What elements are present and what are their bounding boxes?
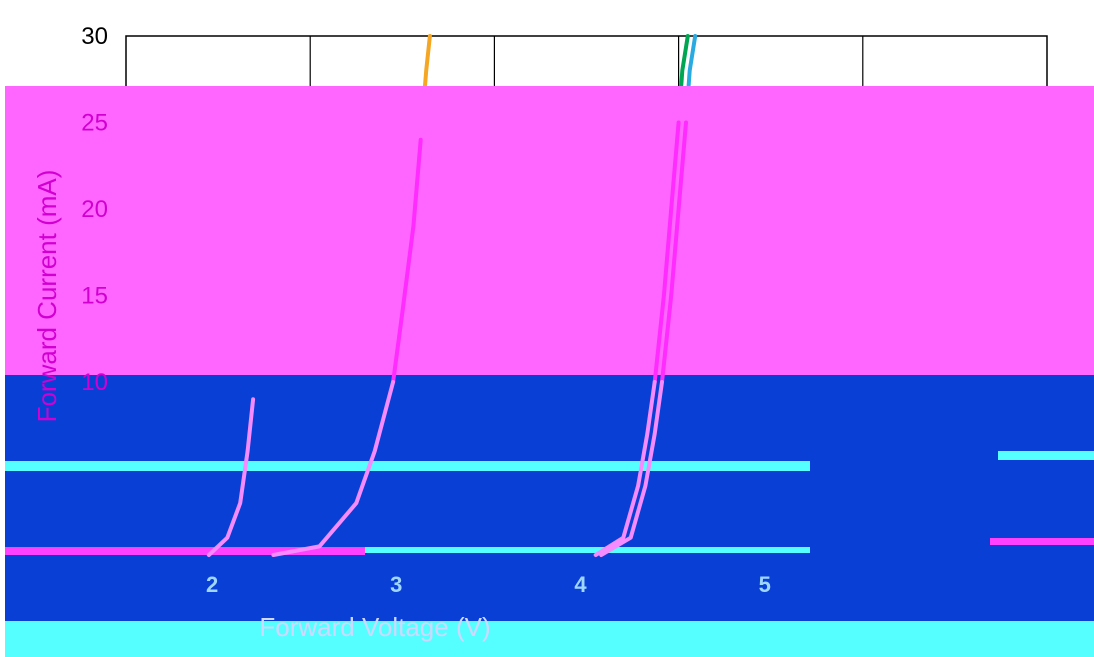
x-tick-label: 2	[206, 572, 218, 597]
y-tick-label: 10	[81, 369, 108, 396]
series-line	[391, 137, 423, 384]
cyan-strip	[5, 461, 810, 471]
x-tick-label: 3	[390, 572, 402, 597]
x-axis-title: Forward Voltage (V)	[259, 612, 490, 642]
series-line	[599, 380, 664, 557]
x-tick-label: 5	[759, 572, 771, 597]
cyan-strip	[5, 547, 810, 553]
y-axis-title: Forward Current (mA)	[32, 170, 62, 423]
overlay-series-layer	[206, 120, 688, 557]
y-tick-label: 20	[81, 196, 108, 223]
magenta-overlay-band	[5, 86, 1094, 383]
cyan-overlay-band	[5, 621, 1094, 657]
y-tick-label: 30	[81, 23, 108, 50]
magenta-strip	[990, 538, 1094, 545]
series-line	[652, 120, 681, 384]
x-tick-label: 4	[574, 572, 587, 597]
series-line	[593, 380, 657, 557]
series-line	[660, 120, 688, 384]
magenta-strip	[5, 547, 365, 555]
series-line	[271, 380, 396, 557]
cyan-strip	[998, 451, 1094, 460]
label-layer: 10 15 20 25 30 2 3 4 5 Forward Current (mA) Forwar…	[32, 23, 771, 642]
series-line	[206, 397, 256, 557]
y-tick-label: 15	[81, 283, 108, 310]
y-tick-label: 25	[81, 110, 108, 137]
blue-overlay-band	[5, 375, 1094, 630]
